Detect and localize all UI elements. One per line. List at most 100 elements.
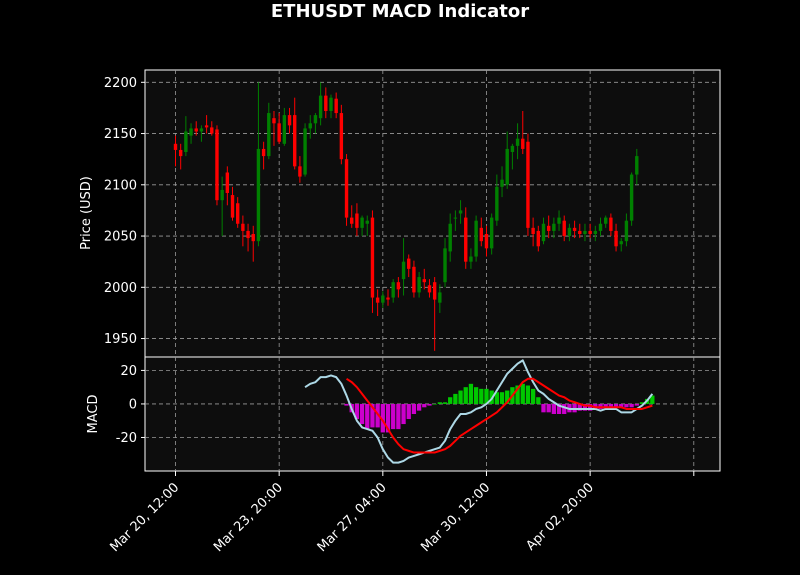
candle-body bbox=[318, 95, 323, 119]
macd-histogram-bar bbox=[442, 402, 448, 404]
macd-line bbox=[304, 359, 654, 464]
candle bbox=[194, 121, 198, 136]
macd-histogram-bar bbox=[380, 403, 385, 433]
candle bbox=[484, 225, 489, 257]
macd-y-ticks: -20 0 20 bbox=[116, 364, 145, 446]
candle bbox=[282, 107, 287, 146]
macd-histogram-bar bbox=[385, 403, 391, 433]
candle-body bbox=[251, 234, 255, 242]
candle-body bbox=[267, 113, 271, 157]
x-tick-label: Apr 02, 20:00 bbox=[523, 480, 596, 553]
price-y-tick-label: 1950 bbox=[104, 332, 137, 347]
candle-body bbox=[417, 277, 421, 293]
candle-body bbox=[552, 223, 556, 231]
candle bbox=[489, 213, 494, 255]
price-plot-area bbox=[144, 69, 721, 358]
macd-histogram-bar bbox=[411, 403, 417, 414]
candle-body bbox=[246, 230, 250, 239]
price-grid bbox=[145, 70, 720, 357]
candle-body bbox=[375, 297, 380, 303]
macd-histogram-bar bbox=[603, 403, 608, 408]
macd-histogram-bar bbox=[613, 403, 619, 408]
candle bbox=[510, 143, 515, 170]
macd-histogram-bar bbox=[541, 403, 546, 413]
candle-body bbox=[422, 279, 426, 283]
candle bbox=[588, 223, 592, 239]
candle bbox=[401, 238, 406, 296]
candle bbox=[251, 225, 255, 262]
macd-histogram-bar bbox=[391, 403, 396, 430]
candle bbox=[350, 205, 354, 228]
candle-body bbox=[562, 220, 566, 237]
price-y-tick-label: 2150 bbox=[104, 127, 137, 142]
candle bbox=[578, 223, 582, 239]
candle-body bbox=[381, 295, 385, 303]
macd-histogram-bar bbox=[556, 403, 562, 414]
macd-histogram-bar bbox=[551, 403, 557, 414]
macd-histogram-bar bbox=[577, 403, 582, 411]
macd-histogram-bar bbox=[499, 392, 505, 404]
x-axis: Mar 20, 12:00 Mar 23, 20:00 Mar 27, 04:00 M… bbox=[107, 471, 695, 555]
candle bbox=[272, 111, 276, 146]
candle bbox=[541, 217, 546, 245]
candle-body bbox=[339, 113, 344, 160]
candle bbox=[635, 148, 639, 185]
candle-body bbox=[360, 217, 364, 228]
candle bbox=[614, 223, 618, 252]
macd-y-tick-label: 0 bbox=[129, 397, 137, 412]
macd-histogram-bar bbox=[515, 385, 520, 404]
candle-body bbox=[370, 217, 375, 298]
macd-plot-area bbox=[144, 356, 721, 472]
candle-body bbox=[396, 282, 401, 290]
candle-body bbox=[355, 213, 359, 228]
price-y-ticks: 1950 2000 2050 2100 2150 2200 bbox=[104, 76, 145, 347]
candle bbox=[298, 156, 302, 183]
candle bbox=[593, 225, 598, 242]
candle bbox=[557, 210, 561, 231]
macd-histogram-bar bbox=[629, 403, 634, 408]
candle-body bbox=[199, 128, 204, 132]
macd-histogram-bar bbox=[624, 403, 629, 408]
candle-body bbox=[407, 258, 411, 269]
candle-body bbox=[588, 230, 592, 234]
candle bbox=[526, 133, 530, 237]
candle bbox=[552, 217, 556, 239]
macd-histogram-bar bbox=[520, 383, 525, 404]
candle bbox=[225, 166, 230, 206]
candle bbox=[365, 215, 369, 237]
candle-body bbox=[261, 148, 266, 157]
candle-body bbox=[531, 227, 535, 234]
candle bbox=[199, 125, 204, 142]
candle bbox=[505, 131, 509, 189]
candle-body bbox=[298, 166, 302, 177]
macd-histogram-bar bbox=[458, 390, 463, 404]
candle bbox=[386, 289, 390, 306]
macd-histogram-bar bbox=[530, 388, 536, 404]
candle-body bbox=[495, 186, 499, 221]
price-y-tick-label: 2000 bbox=[104, 281, 137, 296]
macd-histogram-bar bbox=[401, 403, 406, 425]
candle-body bbox=[329, 97, 333, 111]
candle-body bbox=[427, 285, 432, 293]
candle bbox=[355, 203, 359, 237]
macd-histogram-bar bbox=[406, 403, 411, 420]
candle bbox=[609, 213, 613, 237]
candle-body bbox=[225, 172, 230, 193]
candle bbox=[334, 92, 338, 119]
candle bbox=[629, 172, 634, 226]
candle bbox=[412, 260, 416, 298]
macd-histogram-bar bbox=[639, 402, 645, 404]
macd-histogram-bar bbox=[396, 403, 401, 430]
macd-histogram-bar bbox=[432, 403, 437, 405]
candle-body bbox=[572, 227, 577, 231]
macd-histogram-bar bbox=[650, 395, 655, 404]
candle-body bbox=[489, 217, 494, 249]
macd-histogram-bar bbox=[365, 403, 370, 430]
candle-body bbox=[484, 234, 489, 249]
macd-y-axis-label: MACD bbox=[86, 395, 101, 434]
macd-histogram-bar bbox=[608, 403, 614, 408]
candle-body bbox=[469, 256, 473, 262]
candle bbox=[235, 197, 240, 228]
candle-body bbox=[521, 138, 525, 149]
